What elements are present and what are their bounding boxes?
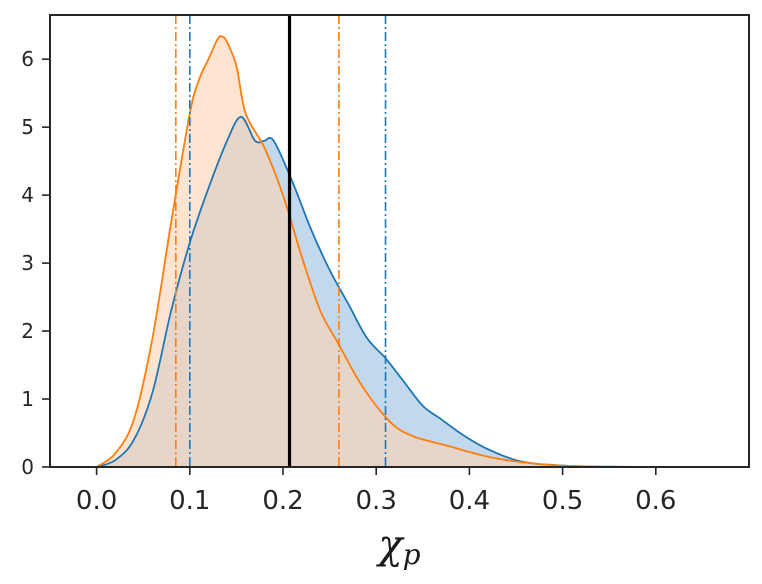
x-tick-label: 0.6 bbox=[635, 486, 676, 516]
x-tick-label: 0.5 bbox=[542, 486, 583, 516]
vertical-reference-lines bbox=[175, 15, 387, 467]
y-tick-label: 0 bbox=[21, 455, 34, 479]
y-tick-label: 1 bbox=[21, 387, 34, 411]
density-line-1 bbox=[96, 35, 656, 468]
y-tick-label: 5 bbox=[21, 115, 34, 139]
x-tick-label: 0.2 bbox=[262, 486, 303, 516]
x-tick-label: 0.3 bbox=[356, 486, 397, 516]
x-tick-label: 0.0 bbox=[76, 486, 117, 516]
y-tick-label: 6 bbox=[21, 47, 34, 71]
x-axis-label-sub: p bbox=[403, 538, 421, 571]
density-fills bbox=[96, 36, 722, 467]
y-tick-label: 2 bbox=[21, 319, 34, 343]
x-axis-label: χp bbox=[375, 522, 420, 571]
density-lines bbox=[96, 35, 722, 468]
x-tick-label: 0.4 bbox=[449, 486, 490, 516]
y-tick-label: 3 bbox=[21, 251, 34, 275]
plot-frame bbox=[49, 14, 750, 468]
y-axis-ticks: 0 1 2 3 4 5 6 bbox=[21, 47, 50, 479]
x-axis-label-main: χ bbox=[375, 522, 405, 568]
y-tick-label: 4 bbox=[21, 183, 34, 207]
x-tick-label: 0.1 bbox=[169, 486, 210, 516]
x-axis-ticks: 0.0 0.1 0.2 0.3 0.4 0.5 0.6 bbox=[76, 467, 676, 516]
density-fill-1 bbox=[96, 36, 656, 467]
